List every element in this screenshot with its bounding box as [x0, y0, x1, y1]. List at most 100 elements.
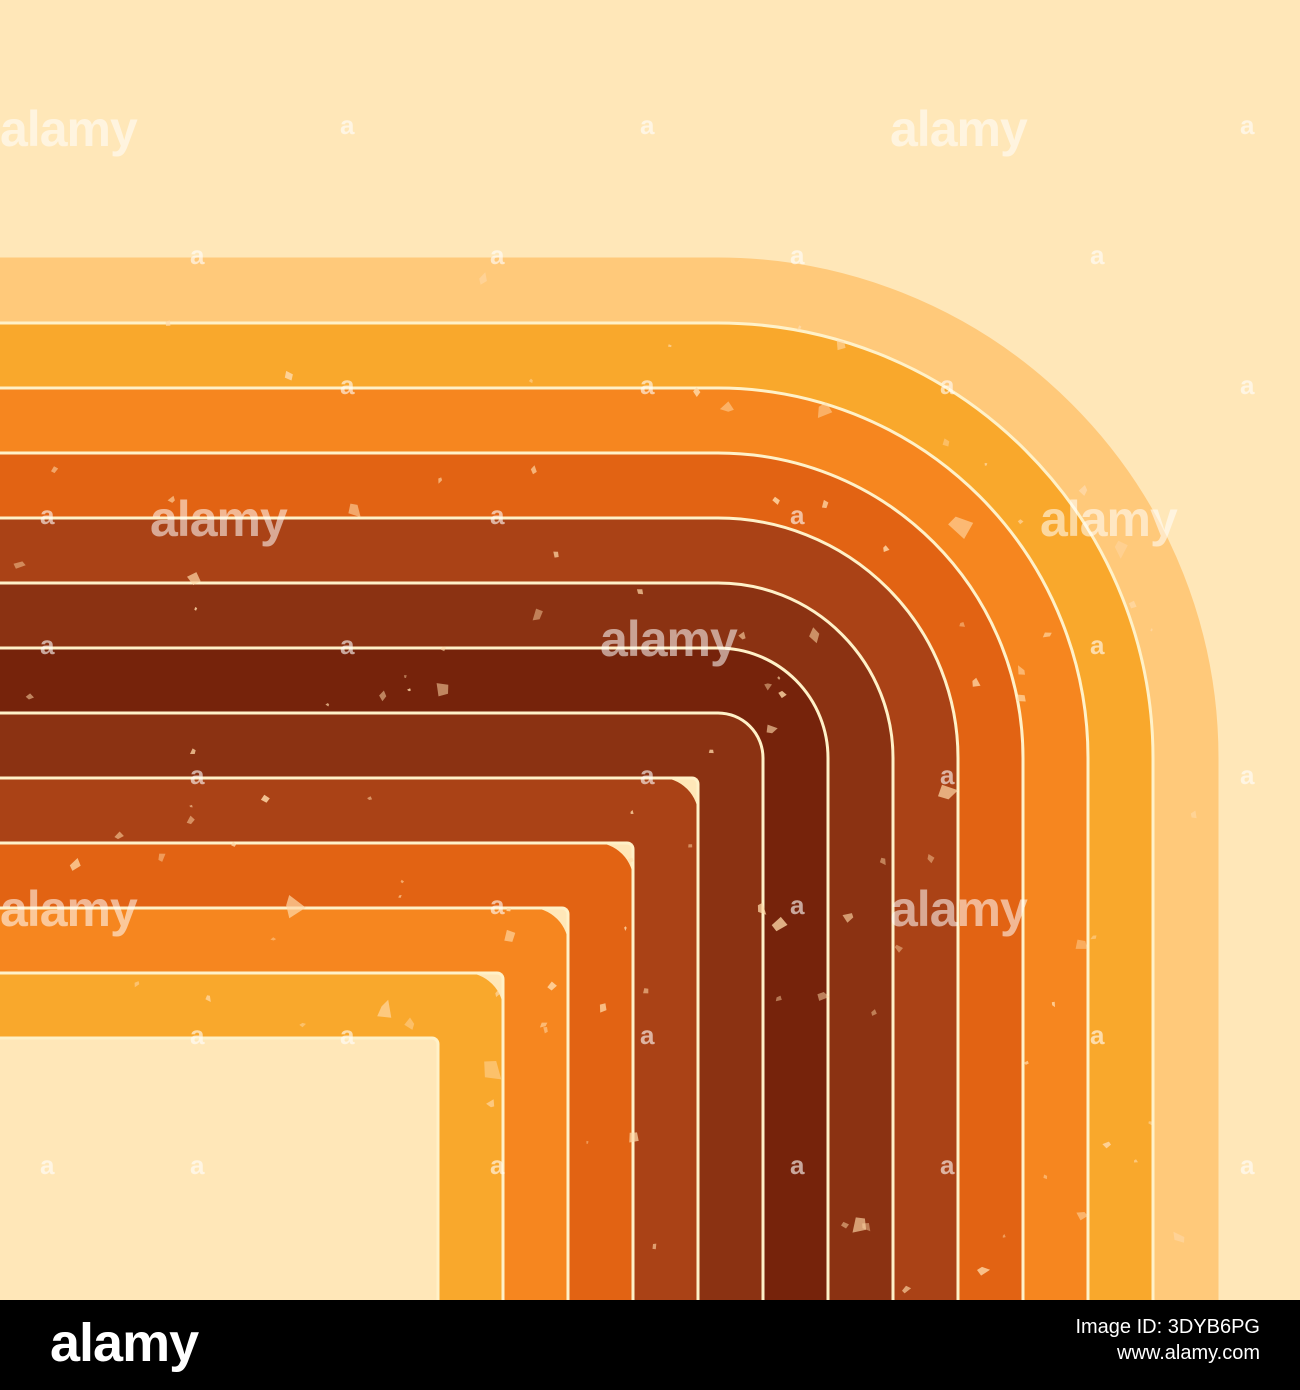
grunge-speck	[927, 854, 935, 864]
grunge-speck	[817, 402, 833, 418]
grunge-speck	[842, 913, 854, 923]
grunge-speck	[1128, 600, 1137, 609]
grunge-speck	[1023, 1060, 1029, 1065]
grunge-speck	[948, 516, 974, 539]
stripe-separator-10	[0, 906, 570, 1300]
grunge-speck	[902, 1285, 912, 1294]
grunge-speck	[894, 944, 903, 953]
grunge-speck	[775, 995, 782, 1002]
grunge-speck	[766, 724, 778, 734]
grunge-speck	[13, 561, 26, 569]
grunge-speck	[624, 926, 627, 931]
grunge-speck	[530, 465, 537, 475]
stripe-band-2	[0, 322, 1154, 1300]
stripe-separator-1	[0, 321, 1155, 1300]
grunge-speck	[158, 853, 166, 862]
grunge-speck	[852, 1217, 867, 1233]
stripe-band-9	[0, 777, 699, 1300]
grunge-speck	[400, 879, 405, 884]
grunge-speck	[495, 990, 500, 998]
grunge-speck	[504, 929, 516, 942]
grunge-specks	[13, 272, 1197, 1294]
grunge-speck	[440, 646, 446, 652]
grunge-speck	[547, 981, 557, 991]
grunge-speck	[871, 1009, 877, 1016]
grunge-speck	[407, 688, 411, 692]
grunge-speck	[688, 844, 693, 848]
grunge-speck	[367, 796, 373, 800]
grunge-speck	[772, 496, 780, 505]
grunge-speck	[205, 995, 211, 1002]
stripe-separator-2	[0, 386, 1090, 1300]
grunge-speck	[260, 794, 270, 803]
grunge-speck	[1002, 1234, 1006, 1238]
grunge-speck	[668, 344, 672, 348]
grunge-speck	[286, 895, 306, 919]
grunge-speck	[51, 466, 59, 474]
stripe-band-5	[0, 517, 959, 1300]
grunge-speck	[972, 677, 981, 687]
grunge-speck	[977, 1266, 991, 1276]
footer-id: Image ID: 3DYB6PG www.alamy.com	[1075, 1314, 1260, 1366]
grunge-speck	[719, 401, 734, 412]
grunge-speck	[187, 572, 201, 586]
grunge-speck	[1133, 1159, 1138, 1163]
grunge-speck	[186, 815, 195, 825]
grunge-speck	[836, 340, 846, 351]
grunge-speck	[189, 804, 193, 808]
grunge-speck	[984, 463, 988, 466]
stripe-separator-12	[0, 1036, 440, 1300]
grunge-speck	[231, 841, 237, 847]
grunge-speck	[1016, 694, 1026, 702]
grunge-speck	[484, 1061, 502, 1080]
grunge-speck	[708, 749, 714, 754]
stripe-separator-4	[0, 516, 960, 1300]
stripe-band-12	[0, 972, 504, 1300]
grunge-speck	[777, 676, 781, 680]
grunge-speck	[506, 908, 511, 912]
grunge-speck	[771, 916, 788, 932]
stripe-band-8	[0, 712, 764, 1300]
grunge-speck	[377, 999, 392, 1018]
image-id-label: Image ID: 3DYB6PG	[1075, 1316, 1260, 1338]
grunge-speck	[959, 622, 965, 627]
footer-bar: alamy Image ID: 3DYB6PG www.alamy.com	[0, 1300, 1300, 1390]
grunge-speck	[1114, 540, 1128, 559]
grunge-speck	[543, 1027, 548, 1034]
grunge-speck	[764, 683, 772, 691]
grunge-speck	[1173, 1231, 1185, 1243]
grunge-speck	[1043, 1174, 1048, 1180]
grunge-speck	[883, 545, 890, 552]
grunge-speck	[165, 320, 171, 326]
stripe-separator-6	[0, 646, 830, 1300]
grunge-speck	[114, 831, 124, 840]
grunge-speck	[809, 627, 820, 644]
grunge-speck	[25, 693, 34, 700]
grunge-speck	[348, 503, 361, 518]
grunge-speck	[69, 858, 81, 871]
grunge-speck	[1150, 628, 1153, 632]
grunge-speck	[1148, 1121, 1152, 1126]
grunge-speck	[1017, 519, 1024, 525]
grunge-speck	[778, 690, 787, 699]
grunge-speck	[738, 631, 746, 640]
grunge-speck	[403, 675, 407, 678]
grunge-speck	[553, 551, 559, 558]
grunge-speck	[299, 1022, 306, 1028]
grunge-speck	[284, 370, 293, 381]
grunge-speck	[879, 857, 886, 866]
grunge-speck	[398, 895, 402, 898]
grunge-speck	[438, 477, 443, 484]
grunge-speck	[652, 1243, 657, 1250]
grunge-speck	[629, 1132, 639, 1143]
grunge-speck	[1042, 632, 1052, 638]
grunge-speck	[134, 981, 140, 988]
grunge-speck	[693, 387, 701, 397]
grunge-speck	[194, 607, 198, 611]
grunge-speck	[436, 683, 449, 697]
grunge-speck	[630, 810, 634, 814]
grunge-speck	[528, 378, 533, 384]
grunge-speck	[1051, 1001, 1055, 1008]
grunge-speck	[841, 1221, 849, 1229]
